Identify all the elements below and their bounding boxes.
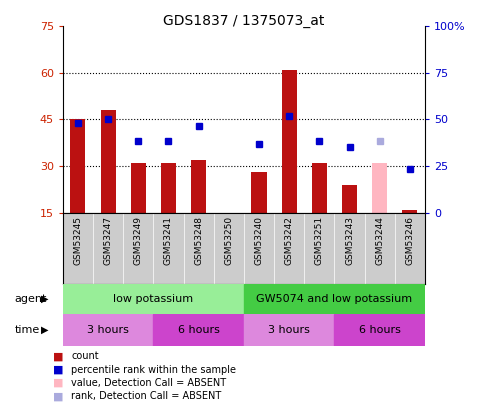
Bar bbox=[63, 314, 154, 346]
Bar bbox=[244, 314, 334, 346]
Bar bbox=[161, 163, 176, 213]
Text: GSM53245: GSM53245 bbox=[73, 216, 83, 265]
Text: 3 hours: 3 hours bbox=[268, 325, 310, 335]
Text: GSM53247: GSM53247 bbox=[103, 216, 113, 265]
Bar bbox=[221, 213, 236, 253]
Bar bbox=[402, 209, 417, 213]
Text: GSM53251: GSM53251 bbox=[315, 216, 324, 265]
Text: GSM53249: GSM53249 bbox=[134, 216, 143, 265]
Bar bbox=[312, 163, 327, 213]
Text: agent: agent bbox=[14, 294, 47, 304]
Text: 6 hours: 6 hours bbox=[359, 325, 401, 335]
Bar bbox=[342, 185, 357, 213]
Text: ■: ■ bbox=[53, 365, 64, 375]
Text: ■: ■ bbox=[53, 378, 64, 388]
Text: rank, Detection Call = ABSENT: rank, Detection Call = ABSENT bbox=[71, 392, 222, 401]
Text: ▶: ▶ bbox=[41, 294, 49, 304]
Text: GDS1837 / 1375073_at: GDS1837 / 1375073_at bbox=[163, 14, 325, 28]
Text: GSM53244: GSM53244 bbox=[375, 216, 384, 265]
Text: count: count bbox=[71, 352, 99, 361]
Text: percentile rank within the sample: percentile rank within the sample bbox=[71, 365, 237, 375]
Bar bbox=[71, 119, 85, 213]
Text: GSM53250: GSM53250 bbox=[224, 216, 233, 265]
Text: value, Detection Call = ABSENT: value, Detection Call = ABSENT bbox=[71, 378, 227, 388]
Text: ■: ■ bbox=[53, 352, 64, 361]
Bar bbox=[252, 172, 267, 213]
Text: GSM53248: GSM53248 bbox=[194, 216, 203, 265]
Bar bbox=[335, 314, 425, 346]
Bar bbox=[154, 314, 244, 346]
Text: GSM53243: GSM53243 bbox=[345, 216, 354, 265]
Bar bbox=[63, 284, 244, 314]
Text: low potassium: low potassium bbox=[114, 294, 193, 304]
Text: time: time bbox=[14, 325, 40, 335]
Text: GSM53240: GSM53240 bbox=[255, 216, 264, 265]
Text: GW5074 and low potassium: GW5074 and low potassium bbox=[256, 294, 412, 304]
Text: GSM53241: GSM53241 bbox=[164, 216, 173, 265]
Bar bbox=[372, 163, 387, 213]
Bar bbox=[244, 284, 425, 314]
Bar bbox=[131, 163, 146, 213]
Text: 6 hours: 6 hours bbox=[178, 325, 220, 335]
Bar bbox=[100, 110, 115, 213]
Text: ▶: ▶ bbox=[41, 325, 49, 335]
Text: 3 hours: 3 hours bbox=[87, 325, 129, 335]
Bar bbox=[191, 160, 206, 213]
Text: ■: ■ bbox=[53, 392, 64, 401]
Bar bbox=[282, 70, 297, 213]
Text: GSM53242: GSM53242 bbox=[284, 216, 294, 265]
Text: GSM53246: GSM53246 bbox=[405, 216, 414, 265]
